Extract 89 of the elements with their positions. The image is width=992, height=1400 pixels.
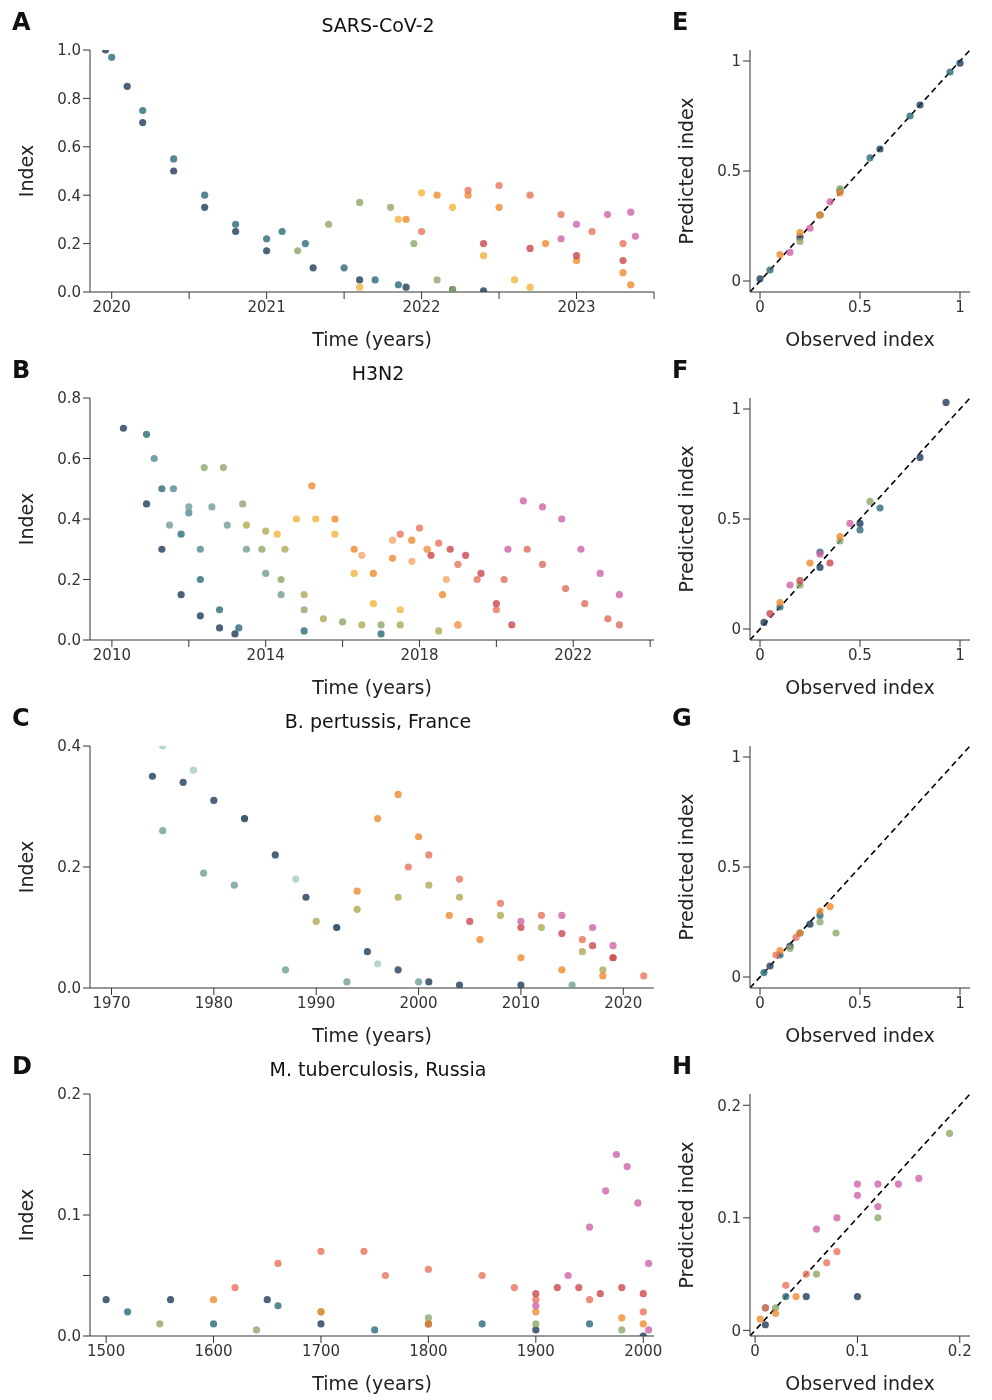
y-tick-label: 0.0 <box>57 631 81 650</box>
y-tick-label: 0.4 <box>57 186 81 205</box>
x-tick-label: 2000 <box>399 993 438 1012</box>
y-tick-label: 0.4 <box>57 737 81 756</box>
y-tick-label: 0.2 <box>57 234 81 253</box>
x-tick-label: 0.5 <box>848 645 872 664</box>
y-axis-title: Index <box>14 840 37 894</box>
y-tick-label: 0.4 <box>57 510 81 529</box>
text: A <box>12 8 31 36</box>
x-axis-title: Observed index <box>785 328 935 350</box>
x-tick-label: 0 <box>755 645 765 664</box>
y-tick-label: 0.6 <box>57 449 81 468</box>
x-tick-label: 0 <box>755 993 765 1012</box>
x-tick-label: 2023 <box>557 297 596 316</box>
y-tick-label: 0 <box>731 272 741 291</box>
text: B <box>12 356 31 384</box>
x-tick-label: 1700 <box>301 1341 341 1360</box>
x-tick-label: 2010 <box>92 645 132 664</box>
text: F <box>672 356 689 384</box>
text: H <box>672 1052 693 1080</box>
text: D <box>12 1052 32 1080</box>
y-tick-label: 1.0 <box>57 41 81 60</box>
x-tick-label: 2000 <box>624 1341 663 1360</box>
x-tick-label: 2022 <box>402 297 441 316</box>
chart-title: SARS-CoV-2 <box>320 14 436 36</box>
y-tick-label: 0 <box>731 620 741 639</box>
x-tick-label: 0.1 <box>845 1341 870 1360</box>
x-tick-label: 0 <box>755 297 765 316</box>
x-tick-label: 1900 <box>516 1341 555 1360</box>
x-tick-label: 1970 <box>92 993 131 1012</box>
y-tick-label: 0.0 <box>57 979 81 998</box>
x-axis-title: Observed index <box>785 1372 935 1394</box>
y-axis-title: Index <box>14 144 37 198</box>
y-tick-label: 0.2 <box>717 1096 741 1115</box>
x-tick-label: 1600 <box>194 1341 233 1360</box>
y-tick-label: 0.5 <box>717 510 741 529</box>
x-tick-label: 2020 <box>604 993 643 1012</box>
y-tick-label: 0.8 <box>57 89 81 108</box>
x-axis-title: Time (years) <box>311 1372 432 1394</box>
x-tick-label: 1990 <box>297 993 336 1012</box>
y-axis-title: Index <box>14 1188 37 1242</box>
text: G <box>672 704 692 732</box>
x-tick-label: 0.5 <box>848 993 872 1012</box>
x-axis-title: Observed index <box>785 1024 935 1046</box>
x-tick-label: 0 <box>750 1341 760 1360</box>
y-tick-label: 0 <box>731 968 741 987</box>
y-tick-label: 1 <box>731 52 741 71</box>
x-tick-label: 0.2 <box>947 1341 972 1360</box>
x-axis-title: Time (years) <box>311 328 432 350</box>
y-tick-label: 1 <box>731 400 741 419</box>
y-tick-label: 1 <box>731 748 741 767</box>
y-axis-title: Predicted index <box>674 97 697 245</box>
x-axis-title: Time (years) <box>311 676 432 698</box>
x-tick-label: 1 <box>955 993 965 1012</box>
x-tick-label: 2010 <box>501 993 541 1012</box>
y-tick-label: 0.5 <box>717 858 741 877</box>
y-axis-title: Index <box>14 492 37 546</box>
y-tick-label: 0.0 <box>57 1327 81 1346</box>
chart-title: B. pertussis, France <box>283 710 473 732</box>
y-tick-label: 0.8 <box>57 389 81 408</box>
chart-title: H3N2 <box>350 362 406 384</box>
x-axis-title: Time (years) <box>311 1024 432 1046</box>
y-tick-label: 0.2 <box>57 1085 81 1104</box>
y-tick-label: 0.1 <box>57 1206 81 1225</box>
y-tick-label: 0.6 <box>57 138 81 157</box>
y-axis-title: Predicted index <box>674 793 697 941</box>
y-tick-label: 0.2 <box>57 858 81 877</box>
x-tick-label: 1 <box>955 645 965 664</box>
y-tick-label: 0.5 <box>717 162 741 181</box>
x-tick-label: 2021 <box>247 297 286 316</box>
y-axis-title: Predicted index <box>674 445 697 593</box>
chart-title: M. tuberculosis, Russia <box>268 1058 488 1080</box>
y-axis-title: Predicted index <box>674 1141 697 1289</box>
x-tick-label: 1800 <box>409 1341 448 1360</box>
x-tick-label: 1980 <box>194 993 233 1012</box>
x-tick-label: 2018 <box>400 645 439 664</box>
x-tick-label: 2014 <box>246 645 285 664</box>
text: E <box>672 8 689 36</box>
x-tick-label: 0.5 <box>848 297 872 316</box>
y-tick-label: 0 <box>731 1321 741 1340</box>
x-tick-label: 2020 <box>92 297 131 316</box>
x-tick-label: 2022 <box>554 645 593 664</box>
y-tick-label: 0.1 <box>717 1209 741 1228</box>
y-tick-label: 0.0 <box>57 283 81 302</box>
x-tick-label: 1 <box>955 297 965 316</box>
text: C <box>12 704 30 732</box>
x-tick-label: 1500 <box>87 1341 126 1360</box>
x-axis-title: Observed index <box>785 676 935 698</box>
y-tick-label: 0.2 <box>57 570 81 589</box>
